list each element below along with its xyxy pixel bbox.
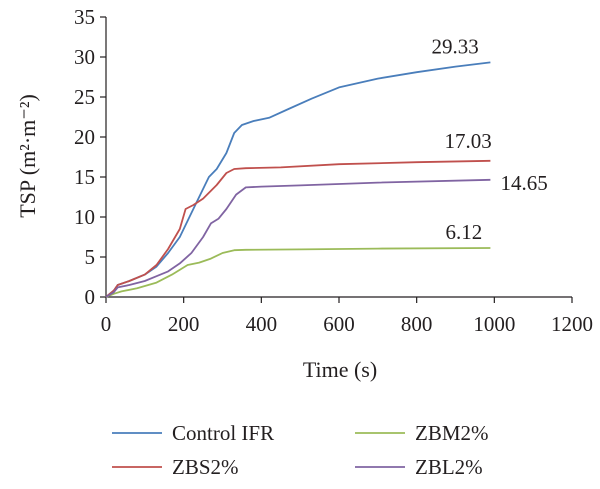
end-value-label-control-ifr: 29.33 xyxy=(431,34,478,58)
y-tick-label: 10 xyxy=(74,205,95,229)
x-tick-label: 0 xyxy=(101,312,112,336)
x-tick-label: 400 xyxy=(246,312,278,336)
axes: 0 5 10 15 20 25 30 35 0 200 400 600 800 1000 1200 xyxy=(74,5,593,336)
series-layer xyxy=(105,61,491,298)
legend-item-zbm2: ZBM2% xyxy=(355,421,489,445)
x-axis-title: Time (s) xyxy=(303,357,377,382)
legend-label: ZBS2% xyxy=(172,455,239,479)
y-axis-title: TSP (m²·m⁻²) xyxy=(15,94,40,218)
legend-label: ZBM2% xyxy=(415,421,489,445)
series-line-zbm2 xyxy=(105,247,491,298)
legend-label: Control IFR xyxy=(172,421,274,445)
y-tick-label: 0 xyxy=(85,285,96,309)
x-tick-label: 1200 xyxy=(551,312,593,336)
end-value-label-zbs2: 17.03 xyxy=(444,129,491,153)
y-tick-label: 5 xyxy=(85,245,96,269)
series-line-control-ifr xyxy=(105,61,491,298)
y-tick-label: 20 xyxy=(74,125,95,149)
x-tick-label: 600 xyxy=(323,312,355,336)
legend-label: ZBL2% xyxy=(415,455,483,479)
x-tick-label: 800 xyxy=(401,312,433,336)
y-tick-label: 30 xyxy=(74,45,95,69)
series-line-zbl2 xyxy=(105,178,491,298)
legend: Control IFR ZBS2% ZBM2% ZBL2% xyxy=(112,421,489,479)
x-tick-label: 1000 xyxy=(473,312,515,336)
y-tick-label: 35 xyxy=(74,5,95,29)
end-labels: 29.33 17.03 6.12 14.65 xyxy=(431,34,547,244)
legend-item-zbs2: ZBS2% xyxy=(112,455,239,479)
y-tick-label: 25 xyxy=(74,85,95,109)
series-line-zbs2 xyxy=(105,159,491,298)
y-tick-label: 15 xyxy=(74,165,95,189)
legend-item-control-ifr: Control IFR xyxy=(112,421,274,445)
legend-item-zbl2: ZBL2% xyxy=(355,455,483,479)
end-value-label-zbl2: 14.65 xyxy=(500,171,547,195)
end-value-label-zbm2: 6.12 xyxy=(445,220,482,244)
x-tick-label: 200 xyxy=(168,312,200,336)
